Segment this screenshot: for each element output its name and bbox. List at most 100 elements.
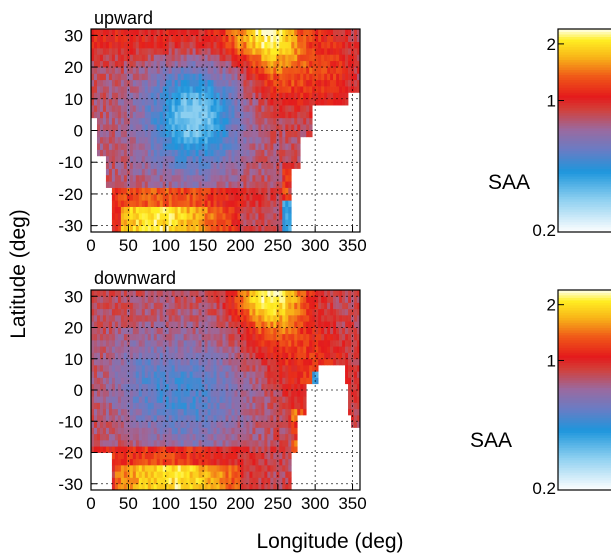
heat-cell bbox=[147, 402, 152, 410]
heat-cell bbox=[135, 315, 140, 322]
heat-cell bbox=[186, 86, 190, 93]
heat-cell bbox=[195, 187, 199, 195]
heat-cell bbox=[342, 29, 346, 36]
heat-cell bbox=[144, 327, 149, 335]
heat-cell bbox=[99, 427, 104, 435]
heat-cell bbox=[177, 427, 182, 435]
heat-cell bbox=[288, 365, 292, 372]
heat-cell bbox=[330, 302, 334, 310]
heat-cell bbox=[126, 390, 131, 397]
heat-cell bbox=[180, 390, 185, 397]
heat-cell bbox=[126, 200, 131, 207]
heat-cell bbox=[291, 48, 295, 55]
heat-cell bbox=[210, 155, 214, 163]
heat-cell bbox=[192, 29, 196, 36]
heat-cell bbox=[258, 174, 262, 182]
heat-cell bbox=[309, 54, 313, 62]
heat-cell bbox=[291, 155, 295, 163]
heat-cell bbox=[174, 421, 179, 428]
heat-cell bbox=[246, 446, 250, 453]
heat-cell bbox=[216, 98, 220, 106]
heat-cell bbox=[234, 111, 238, 119]
heat-cell bbox=[300, 352, 304, 360]
heat-cell bbox=[246, 396, 250, 403]
heat-cell bbox=[150, 483, 155, 491]
heat-cell bbox=[195, 352, 199, 360]
heat-cell bbox=[195, 458, 199, 466]
heat-cell bbox=[177, 86, 182, 93]
heat-cell bbox=[273, 333, 277, 341]
heat-cell bbox=[99, 67, 104, 74]
heat-cell bbox=[237, 408, 241, 416]
heat-cell bbox=[126, 321, 131, 328]
heat-cell bbox=[336, 346, 340, 353]
heat-cell bbox=[132, 67, 137, 74]
heat-cell bbox=[225, 333, 229, 341]
heat-cell bbox=[93, 302, 98, 310]
heat-cell bbox=[279, 98, 283, 106]
heat-cell bbox=[135, 29, 140, 36]
heat-cell bbox=[168, 421, 173, 428]
heat-cell bbox=[219, 458, 223, 466]
heat-cell bbox=[96, 371, 101, 378]
heat-cell bbox=[264, 41, 268, 49]
heat-cell bbox=[264, 427, 268, 435]
heat-cell bbox=[129, 346, 134, 353]
heat-cell bbox=[234, 48, 238, 55]
heat-cell bbox=[120, 296, 125, 303]
heat-cell bbox=[135, 408, 140, 416]
heat-cell bbox=[342, 340, 346, 347]
heat-cell bbox=[117, 333, 122, 341]
heat-cell bbox=[255, 54, 259, 62]
heat-cell bbox=[258, 433, 262, 441]
heat-cell bbox=[141, 483, 146, 491]
heat-cell bbox=[297, 155, 301, 163]
heat-cell bbox=[123, 219, 128, 226]
heat-cell bbox=[183, 452, 187, 460]
heat-cell bbox=[219, 98, 223, 106]
colorbar-segment bbox=[558, 94, 611, 98]
heat-cell bbox=[210, 427, 214, 435]
heat-cell bbox=[147, 73, 152, 81]
heat-cell bbox=[234, 390, 238, 397]
heat-cell bbox=[312, 48, 316, 55]
heat-cell bbox=[276, 465, 280, 472]
heat-cell bbox=[321, 308, 325, 316]
heat-cell bbox=[129, 117, 134, 125]
heat-cell bbox=[258, 421, 262, 428]
colorbar-segment bbox=[558, 181, 611, 185]
heat-cell bbox=[150, 212, 155, 220]
heat-cell bbox=[285, 477, 289, 485]
heat-cell bbox=[219, 219, 223, 226]
heat-cell bbox=[357, 415, 361, 422]
heat-cell bbox=[147, 174, 152, 182]
heat-cell bbox=[147, 136, 152, 144]
heat-cell bbox=[123, 296, 128, 303]
heat-cell bbox=[195, 86, 199, 93]
heat-cell bbox=[264, 143, 268, 150]
heat-cell bbox=[276, 383, 280, 391]
heat-cell bbox=[204, 296, 208, 303]
heat-cell bbox=[91, 302, 95, 310]
heat-cell bbox=[354, 41, 358, 49]
heat-cell bbox=[204, 365, 208, 372]
heat-cell bbox=[249, 67, 253, 74]
heat-cell bbox=[237, 67, 241, 74]
heat-cell bbox=[123, 446, 128, 453]
heat-cell bbox=[288, 155, 292, 163]
heat-cell bbox=[120, 427, 125, 435]
heat-cell bbox=[249, 333, 253, 341]
heat-cell bbox=[144, 143, 149, 150]
heat-cell bbox=[279, 54, 283, 62]
heat-cell bbox=[273, 383, 277, 391]
heat-cell bbox=[252, 200, 256, 207]
heat-cell bbox=[147, 60, 152, 68]
heat-cell bbox=[108, 333, 113, 341]
heat-cell bbox=[198, 446, 202, 453]
heat-cell bbox=[234, 458, 238, 466]
heat-cell bbox=[141, 452, 146, 460]
heat-cell bbox=[333, 79, 337, 87]
heat-cell bbox=[243, 73, 247, 81]
heat-cell bbox=[198, 124, 202, 131]
heat-cell bbox=[288, 124, 292, 131]
